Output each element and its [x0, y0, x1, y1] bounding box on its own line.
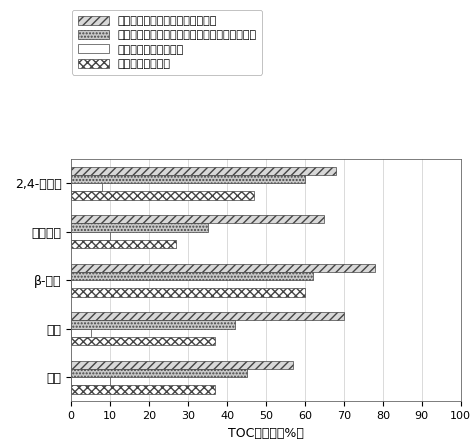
- Bar: [71, 288, 305, 296]
- Bar: [71, 183, 103, 191]
- Bar: [71, 175, 305, 183]
- Bar: [71, 361, 293, 369]
- Bar: [71, 320, 235, 329]
- Bar: [71, 312, 344, 320]
- Bar: [71, 264, 375, 272]
- Bar: [71, 369, 247, 377]
- Bar: [71, 377, 110, 385]
- Bar: [71, 337, 215, 345]
- Bar: [71, 167, 336, 175]
- X-axis label: TOC去除率（%）: TOC去除率（%）: [228, 426, 304, 440]
- Bar: [71, 223, 208, 232]
- Bar: [71, 272, 313, 280]
- Bar: [71, 329, 91, 337]
- Bar: [71, 240, 176, 248]
- Legend: 高锰酸钾与过硫酸氢钾盐协同使用, 高锰酸钾与过硫酸氢钾盐单独使用的去除率加和, 过硫酸氢钾盐单独使用, 高锰酸钾单独使用: 高锰酸钾与过硫酸氢钾盐协同使用, 高锰酸钾与过硫酸氢钾盐单独使用的去除率加和, …: [72, 10, 262, 75]
- Bar: [71, 215, 324, 223]
- Bar: [71, 191, 254, 199]
- Bar: [71, 232, 110, 240]
- Bar: [71, 385, 215, 393]
